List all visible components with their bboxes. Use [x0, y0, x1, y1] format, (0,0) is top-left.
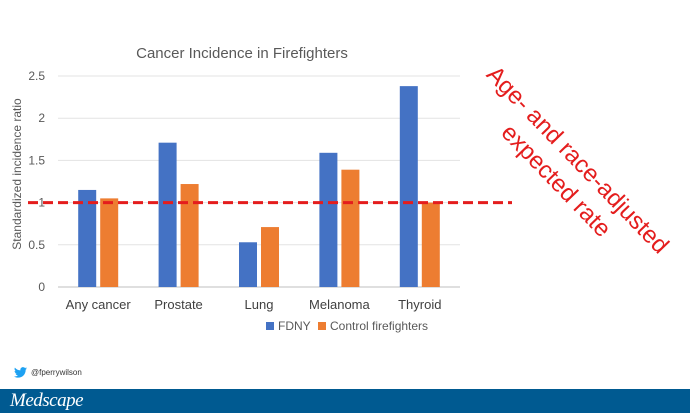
category-label-0: Any cancer	[66, 297, 132, 312]
y-tick-label-2: 1	[38, 196, 45, 210]
category-label-2: Lung	[245, 297, 274, 312]
bar-fdny-4	[399, 86, 418, 288]
y-tick-label-5: 2.5	[28, 69, 45, 83]
category-label-4: Thyroid	[398, 297, 441, 312]
y-axis-ticks: 0 0.5 1 1.5 2 2.5	[28, 69, 45, 294]
twitter-credit: @fperrywilson	[14, 367, 82, 378]
legend-swatch-fdny	[266, 322, 274, 330]
category-labels: Any cancer Prostate Lung Melanoma Thyroid	[66, 297, 442, 312]
y-tick-label-0: 0	[38, 280, 45, 294]
gridlines	[58, 75, 460, 288]
y-tick-label-4: 2	[38, 111, 45, 125]
y-axis-label: Standardized incidence ratio	[10, 98, 24, 250]
bar-control-firefighters-0	[100, 198, 119, 287]
legend-swatch-control	[318, 322, 326, 330]
bar-fdny-0	[78, 189, 97, 287]
brand-logo: Medscape	[10, 390, 84, 411]
legend-label-control: Control firefighters	[330, 319, 428, 333]
legend-label-fdny: FDNY	[278, 319, 311, 333]
twitter-bird-icon	[14, 367, 27, 378]
bar-fdny-3	[319, 152, 338, 287]
bar-control-firefighters-2	[261, 227, 279, 287]
legend: FDNY Control firefighters	[266, 319, 428, 333]
bar-control-firefighters-3	[341, 169, 360, 287]
chart: Cancer Incidence in Firefighters 0 0.5 1 1.…	[10, 45, 674, 333]
twitter-handle: @fperrywilson	[31, 368, 82, 377]
bar-control-firefighters-1	[180, 184, 199, 287]
footer-bar: Medscape	[0, 389, 690, 413]
bar-fdny-2	[239, 242, 257, 287]
category-label-3: Melanoma	[309, 297, 370, 312]
chart-title: Cancer Incidence in Firefighters	[136, 45, 348, 62]
bar-control-firefighters-4	[421, 202, 440, 287]
annotation-line-1: Age- and race-adjusted	[481, 61, 674, 259]
y-tick-label-3: 1.5	[28, 153, 45, 167]
category-label-1: Prostate	[154, 297, 202, 312]
bar-fdny-1	[158, 142, 177, 287]
bars	[78, 86, 440, 288]
y-tick-label-1: 0.5	[28, 238, 45, 252]
annotation: Age- and race-adjusted expected rate	[481, 61, 674, 259]
